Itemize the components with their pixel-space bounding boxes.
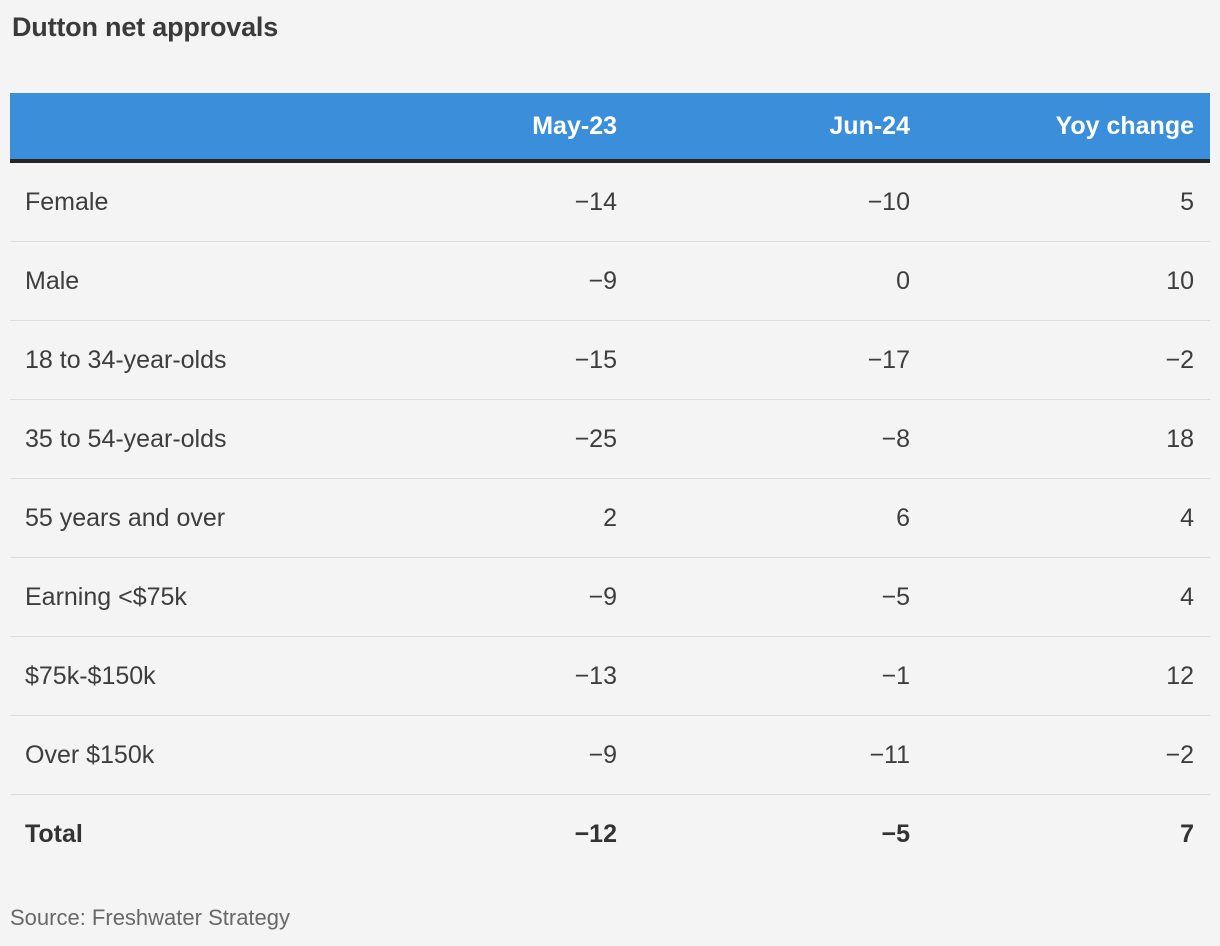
cell-jun24: −5: [633, 794, 926, 873]
row-label: 55 years and over: [10, 478, 456, 558]
approvals-table: May-23 Jun-24 Yoy change Female −14 −10 …: [10, 93, 1210, 873]
row-label: Earning <$75k: [10, 557, 456, 637]
table-row: $75k-$150k −13 −1 12: [10, 636, 1210, 716]
table-row-total: Total −12 −5 7: [10, 794, 1210, 873]
table-row: 35 to 54-year-olds −25 −8 18: [10, 399, 1210, 479]
cell-may23: −25: [456, 399, 633, 479]
column-header-jun-24: Jun-24: [633, 93, 926, 163]
cell-may23: −9: [456, 241, 633, 321]
row-label: Male: [10, 241, 456, 321]
cell-jun24: −5: [633, 557, 926, 637]
cell-jun24: −10: [633, 161, 926, 242]
cell-may23: −15: [456, 320, 633, 400]
cell-jun24: 6: [633, 478, 926, 558]
cell-jun24: −11: [633, 715, 926, 795]
cell-yoy: 12: [926, 636, 1210, 716]
row-label: Total: [10, 794, 456, 873]
source-note: Source: Freshwater Strategy: [10, 905, 291, 930]
cell-may23: −9: [456, 557, 633, 637]
cell-may23: −13: [456, 636, 633, 716]
table-row: 55 years and over 2 6 4: [10, 478, 1210, 558]
table-row: Over $150k −9 −11 −2: [10, 715, 1210, 795]
table-row: Earning <$75k −9 −5 4: [10, 557, 1210, 637]
table-row: Male −9 0 10: [10, 241, 1210, 321]
page-title: Dutton net approvals: [12, 12, 279, 42]
cell-jun24: −17: [633, 320, 926, 400]
cell-yoy: 4: [926, 478, 1210, 558]
row-label: 18 to 34-year-olds: [10, 320, 456, 400]
cell-may23: 2: [456, 478, 633, 558]
cell-jun24: −1: [633, 636, 926, 716]
cell-yoy: 10: [926, 241, 1210, 321]
cell-yoy: 18: [926, 399, 1210, 479]
column-header-yoy-change: Yoy change: [926, 93, 1210, 163]
cell-jun24: −8: [633, 399, 926, 479]
row-label: $75k-$150k: [10, 636, 456, 716]
cell-may23: −9: [456, 715, 633, 795]
cell-jun24: 0: [633, 241, 926, 321]
row-label: Female: [10, 161, 456, 242]
cell-yoy: 5: [926, 161, 1210, 242]
cell-yoy: −2: [926, 320, 1210, 400]
column-header-blank: [10, 93, 456, 163]
cell-yoy: 4: [926, 557, 1210, 637]
column-header-may-23: May-23: [456, 93, 633, 163]
table-header-row: May-23 Jun-24 Yoy change: [10, 93, 1210, 163]
row-label: Over $150k: [10, 715, 456, 795]
cell-yoy: 7: [926, 794, 1210, 873]
cell-may23: −12: [456, 794, 633, 873]
table-row: Female −14 −10 5: [10, 161, 1210, 242]
row-label: 35 to 54-year-olds: [10, 399, 456, 479]
cell-yoy: −2: [926, 715, 1210, 795]
table-row: 18 to 34-year-olds −15 −17 −2: [10, 320, 1210, 400]
cell-may23: −14: [456, 161, 633, 242]
